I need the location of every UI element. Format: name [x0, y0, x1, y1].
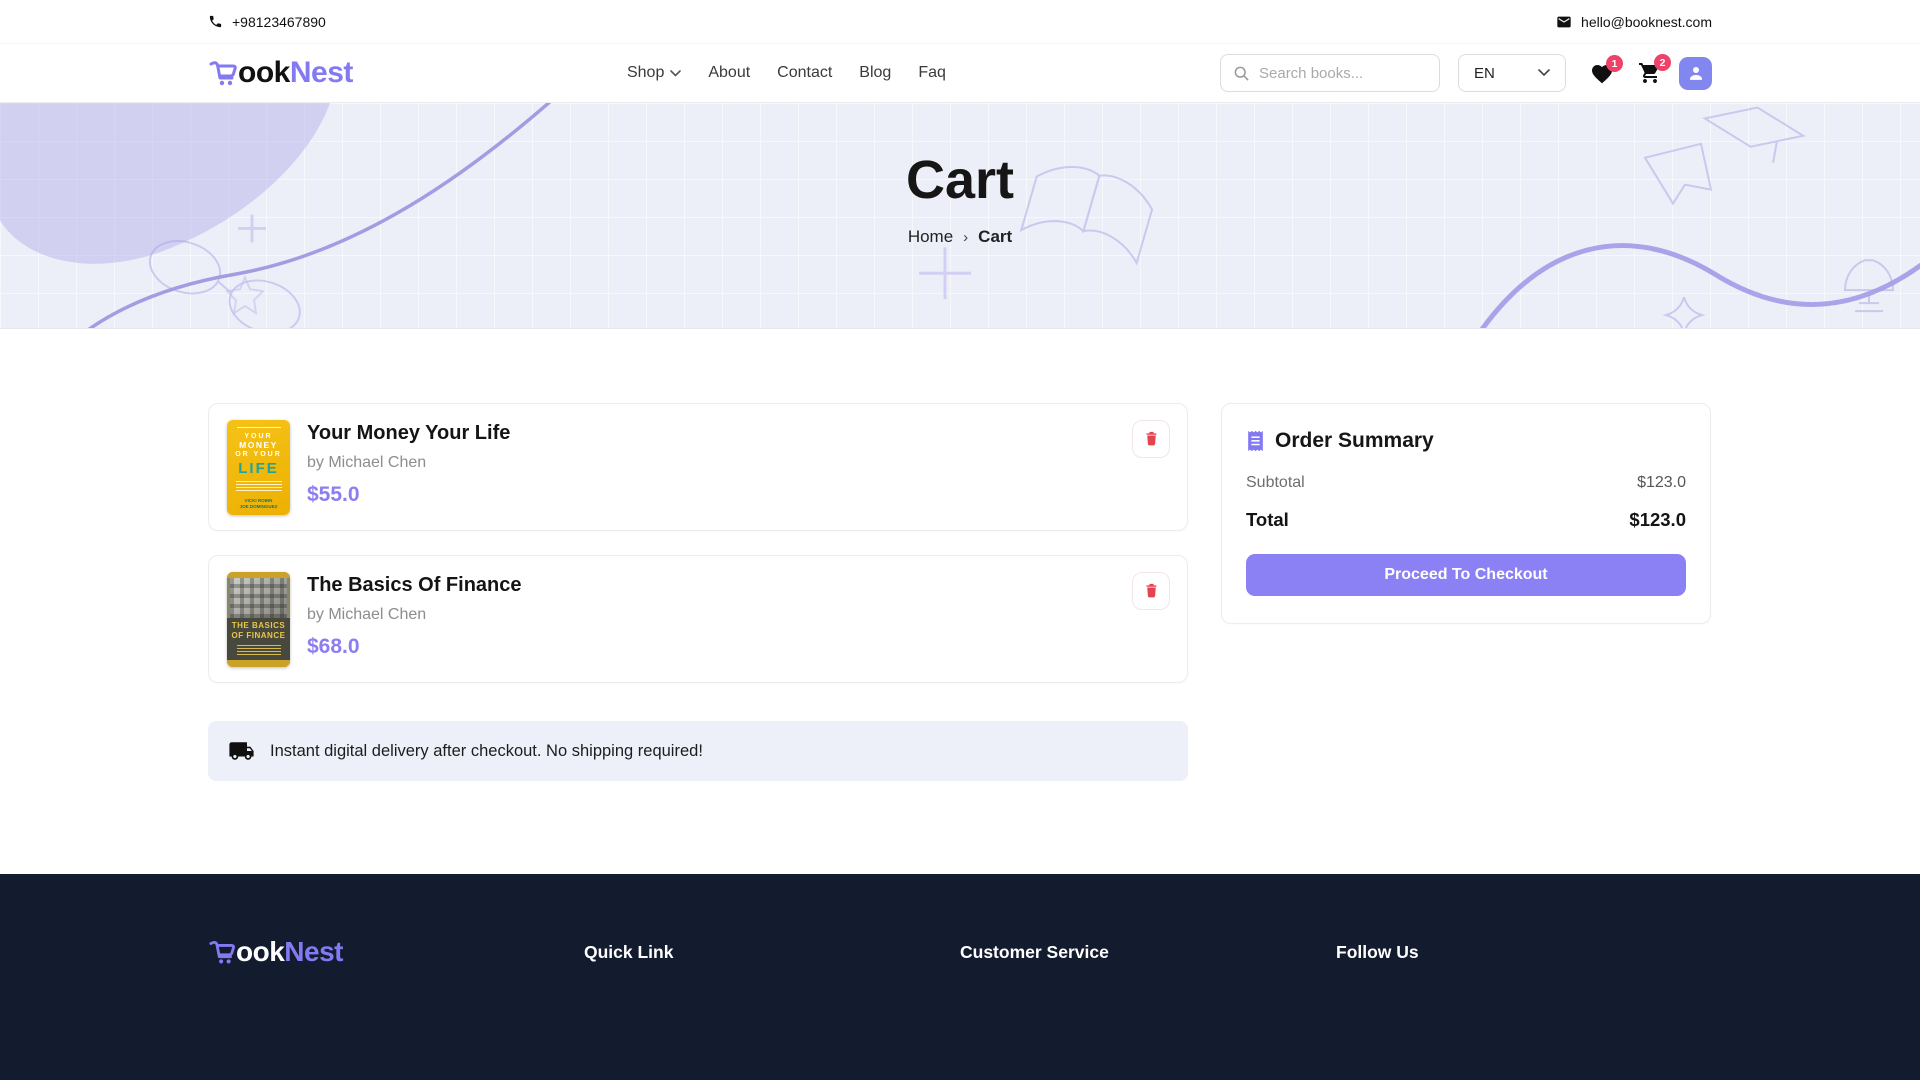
search-input[interactable]	[1259, 64, 1419, 82]
language-select[interactable]: EN	[1458, 54, 1566, 92]
breadcrumb-current: Cart	[978, 227, 1013, 246]
nav-faq[interactable]: Faq	[918, 64, 946, 82]
hero-content: Cart Home › Cart	[0, 103, 1920, 247]
total-row: Total $123.0	[1246, 509, 1686, 531]
remove-item-button[interactable]	[1132, 572, 1170, 610]
main-nav: Shop About Contact Blog Faq	[627, 64, 946, 82]
logo-text-book: ook	[238, 56, 290, 89]
cart-item-price: $55.0	[307, 483, 360, 506]
footer: ook Nest Quick Link Customer Service Foll…	[0, 874, 1920, 1080]
order-summary-header: Order Summary	[1246, 429, 1686, 453]
nav-shop-label: Shop	[626, 64, 665, 81]
total-value: $123.0	[1629, 509, 1686, 530]
footer-heading-customer-service: Customer Service	[960, 942, 1109, 962]
book-cover-the-basics-of-finance: THE BASICS OF FINANCE	[227, 572, 290, 667]
page-title: Cart	[905, 150, 1015, 210]
delivery-notice: Instant digital delivery after checkout.…	[208, 721, 1188, 781]
truck-icon	[228, 740, 255, 762]
breadcrumb: Home › Cart	[0, 227, 1920, 247]
logo-cart-icon	[208, 57, 240, 89]
wishlist-badge: 1	[1606, 55, 1623, 72]
chevron-down-icon	[670, 69, 682, 77]
footer-logo[interactable]: ook Nest	[208, 936, 584, 968]
book-cover-your-money-your-life: YOUR MONEY OR YOUR LIFE VICKI ROBIN JOE D…	[227, 420, 290, 515]
total-label: Total	[1246, 509, 1289, 530]
cover-text: THE BASICS	[231, 621, 286, 630]
order-summary-title: Order Summary	[1275, 429, 1434, 452]
topbar-phone[interactable]: +98123467890	[208, 14, 326, 30]
nav-blog[interactable]: Blog	[859, 64, 891, 82]
proceed-to-checkout-button[interactable]: Proceed To Checkout	[1246, 554, 1686, 596]
trash-icon	[1143, 582, 1160, 600]
trash-icon	[1143, 430, 1160, 448]
order-summary-panel: Order Summary Subtotal $123.0 Total $123…	[1221, 403, 1711, 624]
topbar-email-address: hello@booknest.com	[1581, 13, 1712, 30]
cover-text: YOUR	[244, 433, 273, 441]
user-icon	[1686, 63, 1706, 83]
receipt-icon	[1246, 430, 1265, 452]
cover-text: OR YOUR	[235, 451, 282, 459]
footer-heading-quick-link: Quick Link	[584, 942, 674, 962]
search-box	[1220, 54, 1440, 92]
cover-text: LIFE	[238, 460, 279, 478]
breadcrumb-chevron-icon: ›	[963, 228, 969, 246]
nav-faq-label: Faq	[918, 64, 946, 81]
wishlist-button[interactable]: 1	[1590, 55, 1623, 84]
nav-blog-label: Blog	[859, 64, 892, 81]
cart-item-title: The Basics Of Finance	[307, 574, 522, 596]
logo-text-nest: Nest	[284, 936, 343, 967]
cart-item-author: by Michael Chen	[307, 454, 427, 471]
cart-item-title: Your Money Your Life	[307, 422, 511, 444]
nav-about[interactable]: About	[708, 64, 750, 82]
cart-items-list: YOUR MONEY OR YOUR LIFE VICKI ROBIN JOE D…	[208, 403, 1188, 781]
cart-icon	[1638, 61, 1662, 85]
nav-contact-label: Contact	[777, 64, 833, 81]
phone-icon	[208, 14, 223, 29]
account-button[interactable]	[1679, 56, 1712, 90]
footer-heading-follow-us: Follow Us	[1336, 942, 1419, 962]
logo-text-book: ook	[236, 936, 285, 967]
logo-text-nest: Nest	[289, 56, 354, 89]
envelope-icon	[1556, 14, 1572, 30]
cart-badge: 2	[1654, 54, 1671, 71]
topbar-email[interactable]: hello@booknest.com	[1556, 14, 1712, 30]
cart-item-row: THE BASICS OF FINANCE The Basics Of Fina…	[208, 555, 1188, 683]
search-icon	[1233, 65, 1250, 82]
cover-text: OF FINANCE	[231, 631, 286, 640]
cart-page-content: YOUR MONEY OR YOUR LIFE VICKI ROBIN JOE D…	[0, 329, 1920, 781]
language-value: EN	[1474, 64, 1495, 82]
topbar: +98123467890 hello@booknest.com	[0, 0, 1920, 44]
subtotal-label: Subtotal	[1246, 474, 1305, 491]
cart-item-info: Your Money Your Life by Michael Chen $55…	[307, 420, 510, 514]
hero-banner: Cart Home › Cart	[0, 103, 1920, 329]
cart-item-row: YOUR MONEY OR YOUR LIFE VICKI ROBIN JOE D…	[208, 403, 1188, 531]
logo[interactable]: ook Nest	[208, 56, 353, 90]
cover-text: MONEY	[239, 440, 278, 451]
chevron-down-icon	[1538, 69, 1550, 77]
logo-cart-icon	[208, 937, 238, 967]
hero-doodles-illustration	[0, 103, 1920, 328]
remove-item-button[interactable]	[1132, 420, 1170, 458]
nav-shop[interactable]: Shop	[626, 64, 682, 82]
heart-icon	[1590, 62, 1614, 84]
cart-item-info: The Basics Of Finance by Michael Chen $6…	[307, 572, 522, 666]
nav-contact[interactable]: Contact	[777, 64, 832, 82]
topbar-phone-number: +98123467890	[232, 13, 326, 30]
subtotal-value: $123.0	[1637, 474, 1686, 491]
header-controls: EN 1 2	[1220, 54, 1712, 92]
cart-item-price: $68.0	[307, 635, 360, 658]
delivery-notice-text: Instant digital delivery after checkout.…	[270, 741, 703, 760]
cart-button[interactable]: 2	[1638, 54, 1671, 85]
subtotal-row: Subtotal $123.0	[1246, 474, 1686, 492]
breadcrumb-home-link[interactable]: Home	[907, 227, 954, 246]
nav-about-label: About	[708, 64, 751, 81]
cart-item-author: by Michael Chen	[307, 606, 427, 623]
